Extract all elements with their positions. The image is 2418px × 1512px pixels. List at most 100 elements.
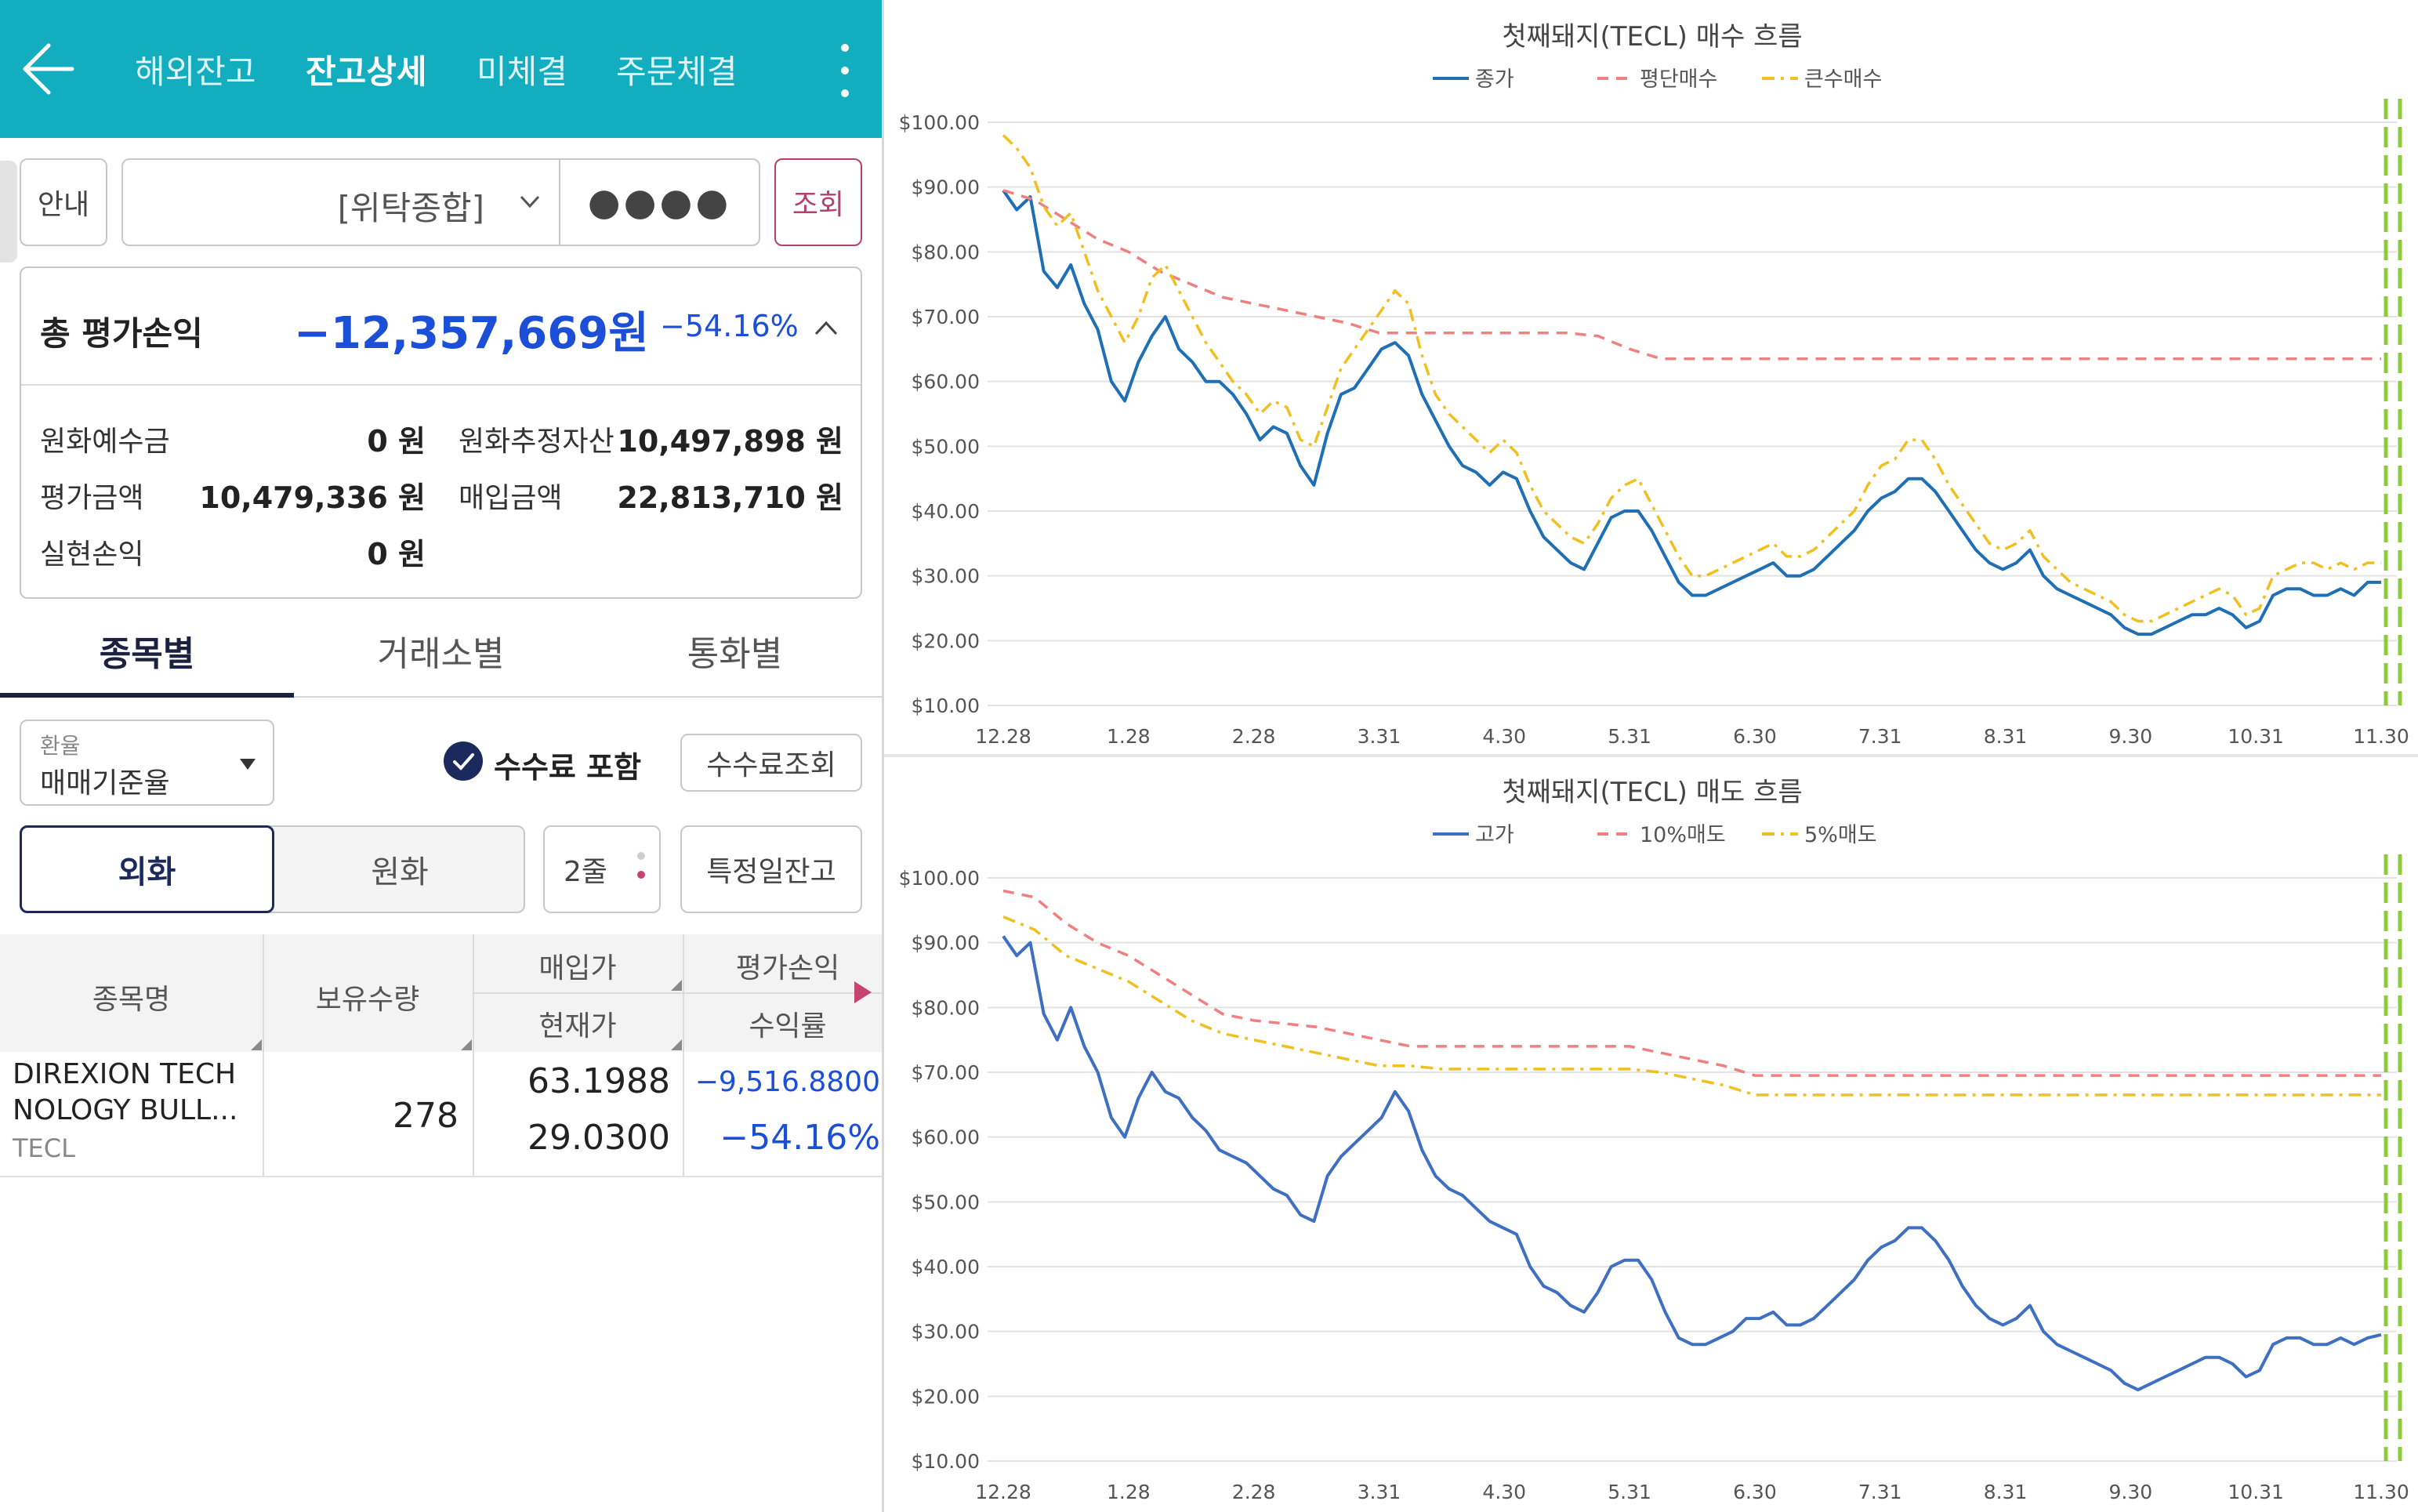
chart-title: 첫째돼지(TECL) 매수 흐름	[1502, 21, 1802, 53]
fx-rate-value: 매매기준율	[40, 767, 170, 800]
foreign-currency-toggle[interactable]: 외화	[20, 825, 274, 913]
x-tick-label: 11.30	[2353, 725, 2409, 748]
total-pnl-label: 총 평가손익	[40, 314, 203, 353]
tab-balance-detail[interactable]: 잔고상세	[306, 53, 427, 91]
stock-name-cont: NOLOGY BULL...	[13, 1094, 238, 1126]
series-line-2	[1002, 189, 2381, 361]
password-field[interactable]: ●●●●	[559, 158, 760, 246]
y-tick-label: $20.00	[912, 1385, 980, 1408]
currency-toggle: 외화 원화	[20, 825, 525, 913]
search-button[interactable]: 조회	[774, 158, 862, 246]
x-tick-label: 4.30	[1482, 1481, 1526, 1503]
y-tick-label: $70.00	[912, 306, 980, 328]
chart-title: 첫째돼지(TECL) 매도 흐름	[1502, 777, 1802, 808]
check-icon	[453, 753, 474, 771]
legend-label: 종가	[1475, 67, 1514, 92]
krw-est-asset-value: 10,497,898 원	[617, 424, 843, 459]
current-price: 29.0300	[527, 1118, 670, 1158]
y-tick-label: $50.00	[912, 1191, 980, 1213]
chart-divider	[884, 754, 2418, 757]
drawer-handle[interactable]	[0, 161, 17, 263]
balance-panel: 해외잔고 잔고상세 미체결 주문체결 안내 [위탁종합] ●●●● 조회 총 평…	[0, 0, 882, 1512]
legend-label: 10%매도	[1640, 823, 1726, 847]
guide-button[interactable]: 안내	[20, 158, 107, 246]
x-tick-label: 5.31	[1608, 1481, 1651, 1503]
series-line-3	[1002, 134, 2381, 623]
y-tick-label: $100.00	[899, 867, 980, 890]
x-tick-label: 12.28	[975, 725, 1031, 748]
legend-label: 고가	[1475, 823, 1514, 847]
x-tick-label: 7.31	[1858, 1481, 1902, 1503]
dropdown-arrow-icon	[240, 759, 256, 770]
chevron-up-icon[interactable]	[813, 315, 839, 342]
y-tick-label: $100.00	[899, 111, 980, 134]
column-resize-handle[interactable]	[461, 1039, 472, 1050]
sub-tab-divider	[0, 696, 882, 698]
x-tick-label: 6.30	[1733, 1481, 1777, 1503]
y-tick-label: $10.00	[912, 694, 980, 717]
chevron-down-icon	[520, 195, 540, 208]
active-tab-indicator	[0, 693, 294, 698]
row-count-button[interactable]: 2줄	[543, 825, 661, 913]
x-tick-label: 10.31	[2228, 1481, 2284, 1503]
buy-amount-value: 22,813,710 원	[617, 480, 843, 515]
table-row[interactable]: DIREXION TECH NOLOGY BULL... TECL 278 63…	[0, 1052, 882, 1177]
tab-unfilled[interactable]: 미체결	[477, 53, 567, 91]
col-qty-header[interactable]: 보유수량	[315, 984, 420, 1016]
col-cur-price-header[interactable]: 현재가	[538, 1010, 617, 1042]
stock-name: DIREXION TECH	[13, 1058, 237, 1090]
back-arrow-icon[interactable]	[20, 41, 75, 97]
y-tick-label: $60.00	[912, 1126, 980, 1149]
total-pnl-rate: −54.16%	[660, 309, 799, 343]
col-pnl-header[interactable]: 평가손익	[735, 952, 840, 984]
account-select[interactable]: [위탁종합]	[121, 158, 560, 246]
grid-divider	[263, 1052, 264, 1176]
grid-divider	[473, 992, 882, 994]
legend-label: 평단매수	[1640, 67, 1717, 92]
tab-by-stock[interactable]: 종목별	[99, 634, 195, 674]
tab-by-currency[interactable]: 통화별	[687, 634, 783, 674]
series-line-3	[1002, 915, 2381, 1097]
date-balance-button[interactable]: 특정일잔고	[680, 825, 862, 913]
x-tick-label: 4.30	[1482, 725, 1526, 748]
scroll-right-icon[interactable]	[854, 981, 872, 1003]
y-tick-label: $90.00	[912, 176, 980, 199]
eval-amount-label: 평가금액	[40, 482, 144, 514]
summary-divider	[21, 384, 861, 386]
series-line-1	[1002, 189, 2381, 636]
total-pnl-value: −12,357,669원	[294, 308, 649, 359]
fx-rate-select[interactable]: 환율 매매기준율	[20, 720, 274, 806]
buy-amount-label: 매입금액	[459, 482, 563, 514]
x-tick-label: 10.31	[2228, 725, 2284, 748]
krw-est-asset-label: 원화추정자산	[459, 426, 614, 458]
fee-include-checkbox[interactable]	[444, 741, 483, 781]
fee-include-label[interactable]: 수수료 포함	[494, 750, 642, 785]
tab-order-executions[interactable]: 주문체결	[616, 53, 738, 91]
krw-toggle[interactable]: 원화	[371, 854, 429, 890]
x-tick-label: 8.31	[1984, 1481, 2028, 1503]
top-navigation-bar: 해외잔고 잔고상세 미체결 주문체결	[0, 0, 882, 138]
x-tick-label: 1.28	[1107, 725, 1151, 748]
column-resize-handle[interactable]	[251, 1039, 262, 1050]
column-resize-handle[interactable]	[671, 980, 682, 991]
col-rate-header[interactable]: 수익률	[749, 1010, 827, 1042]
fee-query-button[interactable]: 수수료조회	[680, 734, 862, 792]
y-tick-label: $70.00	[912, 1061, 980, 1084]
x-tick-label: 5.31	[1608, 725, 1651, 748]
y-tick-label: $50.00	[912, 435, 980, 458]
tab-overseas-balance[interactable]: 해외잔고	[135, 53, 256, 91]
holdings-table-header: 종목명 보유수량 매입가 현재가 평가손익 수익률	[0, 934, 882, 1052]
x-tick-label: 12.28	[975, 1481, 1031, 1503]
col-buy-price-header[interactable]: 매입가	[538, 952, 617, 984]
more-menu-icon[interactable]	[831, 39, 859, 102]
y-tick-label: $80.00	[912, 996, 980, 1019]
holding-qty: 278	[393, 1096, 459, 1136]
stock-ticker: TECL	[13, 1133, 75, 1163]
tab-by-exchange[interactable]: 거래소별	[377, 634, 505, 674]
x-tick-label: 1.28	[1107, 1481, 1151, 1503]
chart-panel: 첫째돼지(TECL) 매수 흐름 종가 평단매수 큰수매수 $100.00 $90.00 $…	[882, 0, 2418, 1512]
realized-pnl-label: 실현손익	[40, 538, 144, 571]
column-resize-handle[interactable]	[671, 1039, 682, 1050]
y-tick-label: $40.00	[912, 500, 980, 523]
col-name-header[interactable]: 종목명	[92, 984, 171, 1016]
